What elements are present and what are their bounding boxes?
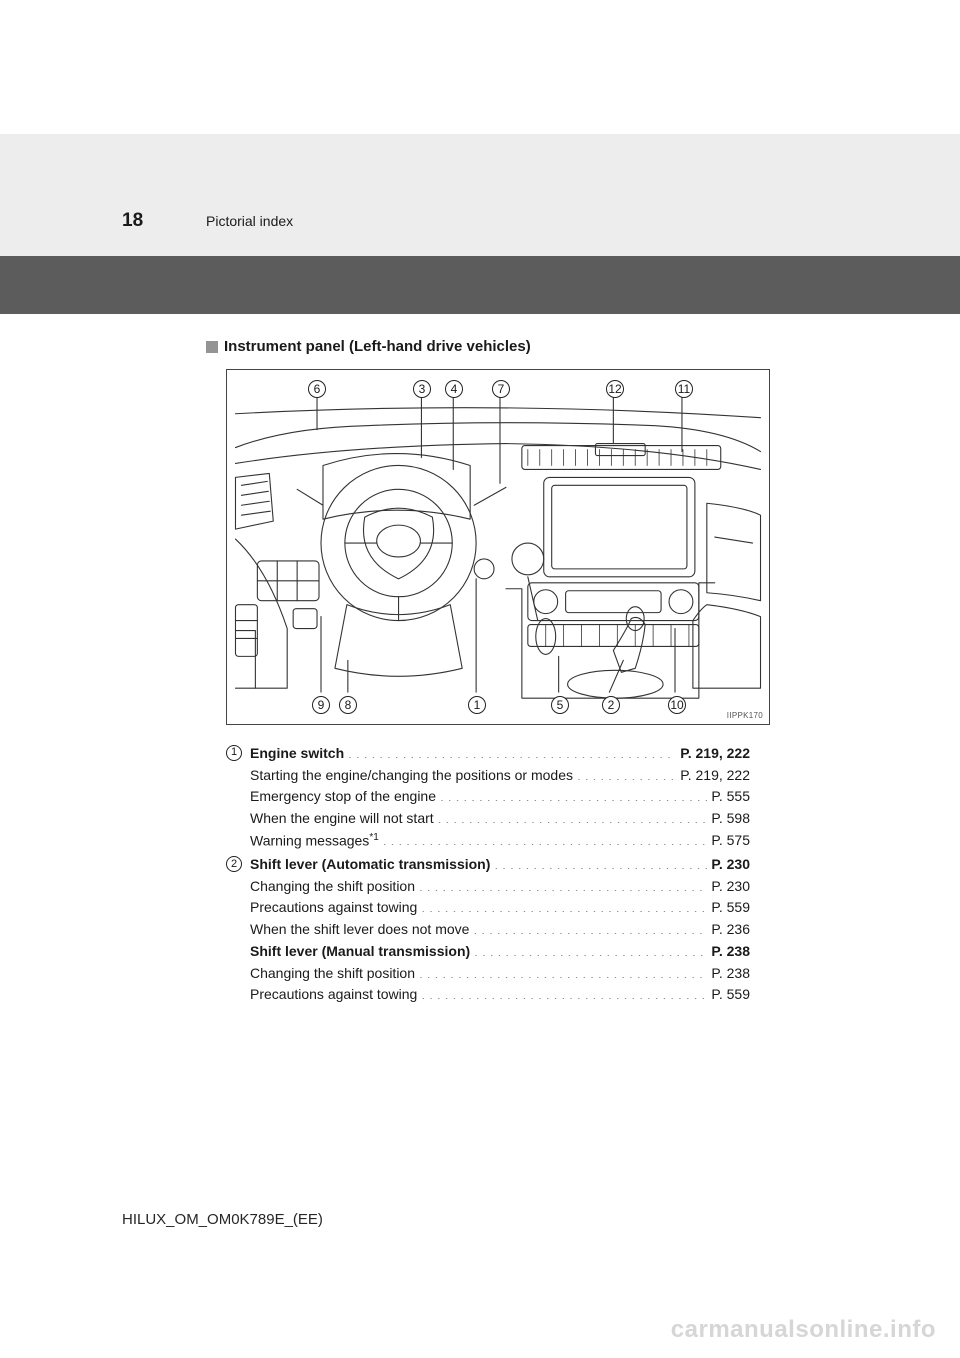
index-row-label: Changing the shift position bbox=[250, 876, 415, 898]
diagram-callout-6: 6 bbox=[308, 380, 326, 398]
dot-leaders bbox=[421, 898, 707, 912]
index-row-page: P. 559 bbox=[711, 897, 750, 919]
index-row: Starting the engine/changing the positio… bbox=[250, 765, 750, 787]
index-row-page: P. 238 bbox=[711, 963, 750, 985]
index-row-label: Shift lever (Automatic transmission) bbox=[250, 854, 490, 876]
diagram-callout-3: 3 bbox=[413, 380, 431, 398]
diagram-callout-12: 12 bbox=[606, 380, 624, 398]
index-item-2: 2 Shift lever (Automatic transmission) P. … bbox=[226, 854, 750, 1006]
header-band-dark bbox=[0, 256, 960, 314]
dot-leaders bbox=[440, 787, 707, 801]
diagram-callout-2: 2 bbox=[602, 696, 620, 714]
index-row-label: Precautions against towing bbox=[250, 897, 417, 919]
diagram-callout-1: 1 bbox=[468, 696, 486, 714]
index-row-label: Warning messages*1 bbox=[250, 830, 379, 852]
index-row-label: Changing the shift position bbox=[250, 963, 415, 985]
index-row-page: P. 238 bbox=[711, 941, 750, 963]
index-row: Precautions against towing P. 559 bbox=[250, 984, 750, 1006]
index-row: Precautions against towing P. 559 bbox=[250, 897, 750, 919]
dot-leaders bbox=[494, 855, 707, 869]
item-number-badge: 2 bbox=[226, 856, 242, 872]
watermark: carmanualsonline.info bbox=[671, 1316, 936, 1344]
index-row-page: P. 230 bbox=[711, 876, 750, 898]
index-row: When the engine will not start P. 598 bbox=[250, 808, 750, 830]
square-bullet-icon bbox=[206, 341, 218, 353]
index-row: Warning messages*1 P. 575 bbox=[250, 830, 750, 852]
footnote-marker: *1 bbox=[369, 832, 378, 843]
diagram-callout-7: 7 bbox=[492, 380, 510, 398]
index-row-page: P. 559 bbox=[711, 984, 750, 1006]
dot-leaders bbox=[438, 809, 708, 823]
index-row-page: P. 598 bbox=[711, 808, 750, 830]
index-row-label: Precautions against towing bbox=[250, 984, 417, 1006]
dot-leaders bbox=[419, 964, 707, 978]
diagram-callout-4: 4 bbox=[445, 380, 463, 398]
index-row-page: P. 230 bbox=[711, 854, 750, 876]
index-row-page: P. 555 bbox=[711, 786, 750, 808]
diagram-callout-11: 11 bbox=[675, 380, 693, 398]
pictorial-index-list: 1 Engine switch P. 219, 222 Starting the en… bbox=[226, 743, 750, 1006]
index-row-page: P. 219, 222 bbox=[680, 765, 750, 787]
index-row-label: Engine switch bbox=[250, 743, 344, 765]
subsection-title: Instrument panel (Left-hand drive vehicl… bbox=[224, 338, 531, 355]
index-item-1: 1 Engine switch P. 219, 222 Starting the en… bbox=[226, 743, 750, 852]
header-band-light bbox=[0, 134, 960, 256]
dashboard-line-art bbox=[227, 370, 769, 724]
diagram-image-code: IIPPK170 bbox=[727, 711, 763, 720]
index-row: Changing the shift position P. 238 bbox=[250, 963, 750, 985]
index-row-label: When the shift lever does not move bbox=[250, 919, 469, 941]
document-id: HILUX_OM_OM0K789E_(EE) bbox=[122, 1211, 323, 1228]
index-row: Changing the shift position P. 230 bbox=[250, 876, 750, 898]
index-row-label: Emergency stop of the engine bbox=[250, 786, 436, 808]
index-row: Engine switch P. 219, 222 bbox=[250, 743, 750, 765]
index-row-label: Starting the engine/changing the positio… bbox=[250, 765, 573, 787]
index-row: When the shift lever does not move P. 236 bbox=[250, 919, 750, 941]
content-area: Instrument panel (Left-hand drive vehicl… bbox=[206, 338, 764, 1008]
dot-leaders bbox=[474, 942, 707, 956]
index-row-page: P. 219, 222 bbox=[680, 743, 750, 765]
index-item-body: Shift lever (Automatic transmission) P. 2… bbox=[250, 854, 750, 1006]
page-number: 18 bbox=[122, 210, 143, 232]
dot-leaders bbox=[473, 920, 707, 934]
diagram-callout-10: 10 bbox=[668, 696, 686, 714]
index-item-body: Engine switch P. 219, 222 Starting the eng… bbox=[250, 743, 750, 852]
dot-leaders bbox=[421, 985, 707, 999]
diagram-callout-5: 5 bbox=[551, 696, 569, 714]
diagram-callout-9: 9 bbox=[312, 696, 330, 714]
subsection-heading: Instrument panel (Left-hand drive vehicl… bbox=[206, 338, 764, 355]
section-title: Pictorial index bbox=[206, 213, 293, 229]
instrument-panel-diagram: 6 34 7 12 11 98 1 5 2 10 IIPPK170 bbox=[226, 369, 770, 725]
index-row: Shift lever (Manual transmission) P. 238 bbox=[250, 941, 750, 963]
dot-leaders bbox=[577, 766, 676, 780]
index-row: Emergency stop of the engine P. 555 bbox=[250, 786, 750, 808]
dot-leaders bbox=[419, 877, 707, 891]
index-row: Shift lever (Automatic transmission) P. 2… bbox=[250, 854, 750, 876]
index-row-page: P. 236 bbox=[711, 919, 750, 941]
diagram-callout-8: 8 bbox=[339, 696, 357, 714]
dot-leaders bbox=[348, 744, 676, 758]
manual-page: 18 Pictorial index Instrument panel (Lef… bbox=[0, 0, 960, 1358]
index-row-page: P. 575 bbox=[711, 830, 750, 852]
index-row-label: Shift lever (Manual transmission) bbox=[250, 941, 470, 963]
index-row-label: When the engine will not start bbox=[250, 808, 434, 830]
dot-leaders bbox=[383, 831, 708, 845]
item-number-badge: 1 bbox=[226, 745, 242, 761]
